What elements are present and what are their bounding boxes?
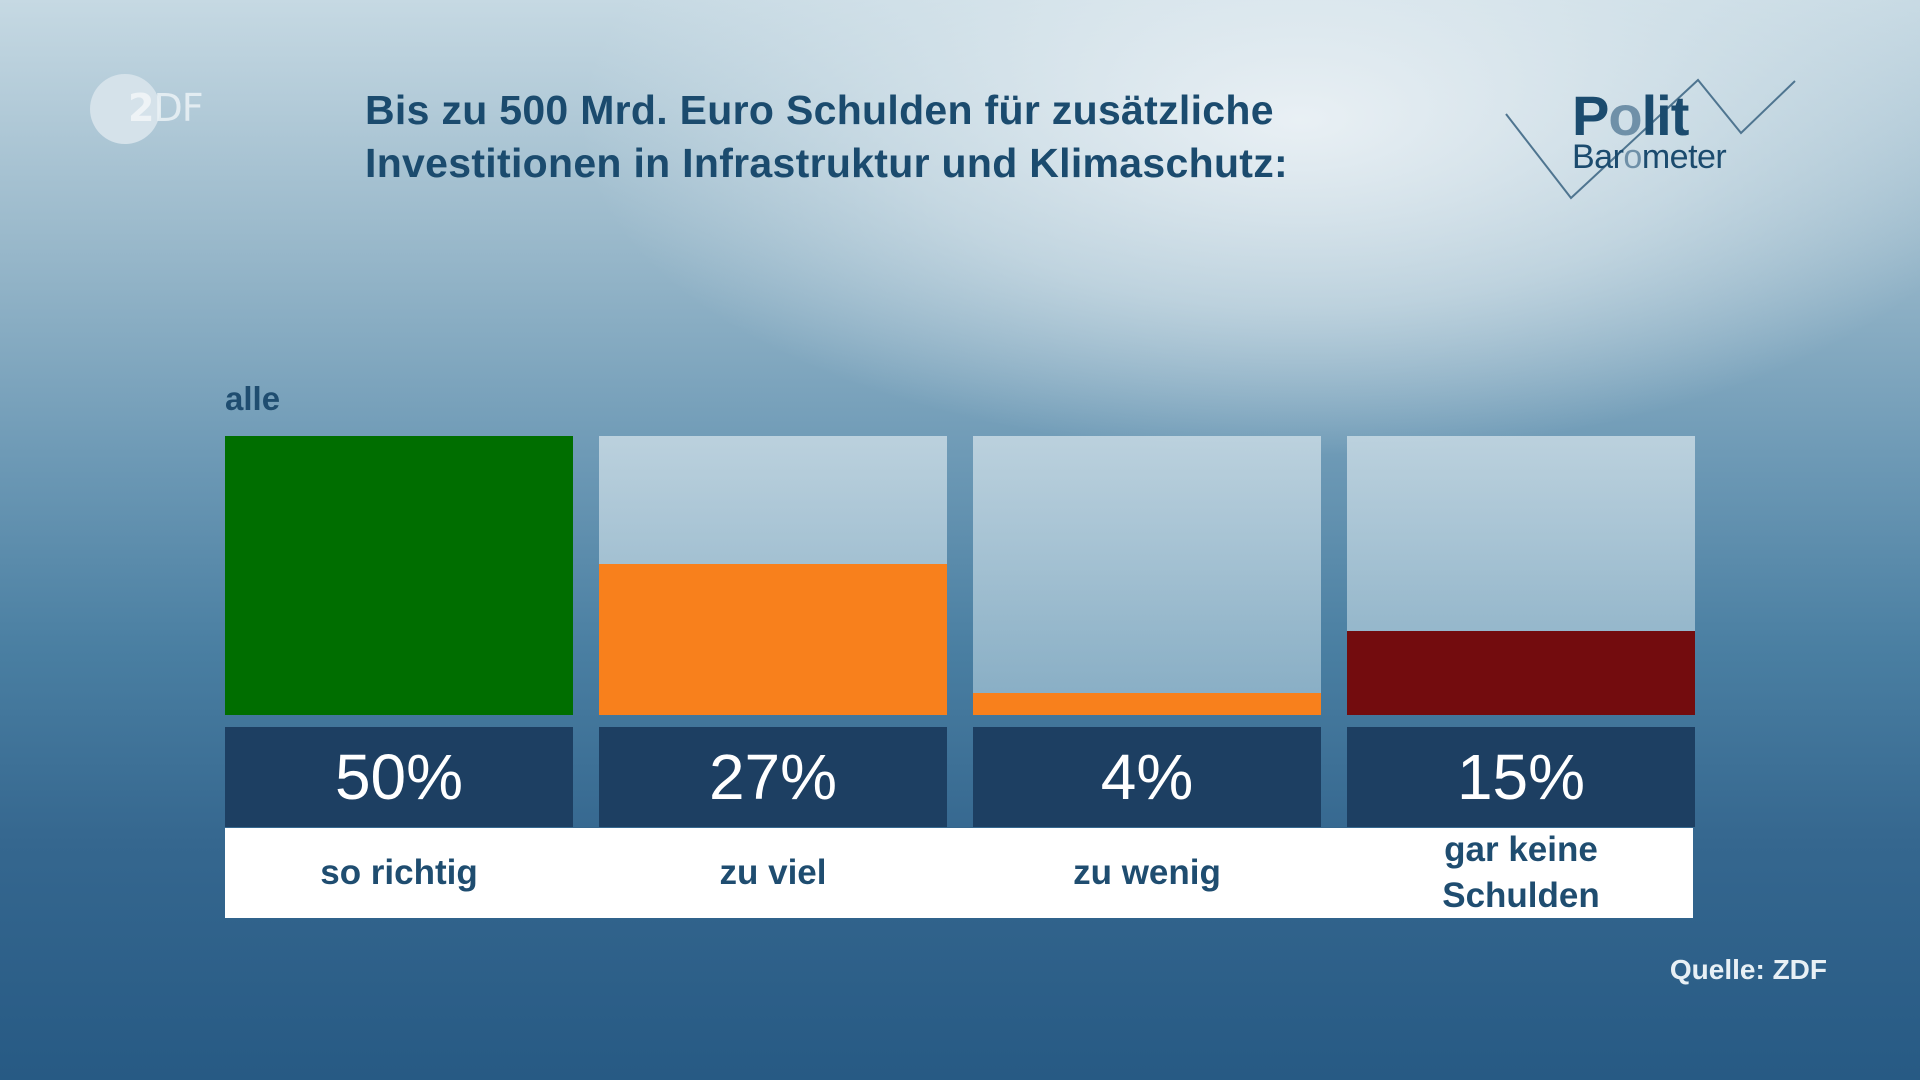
bar-track-3 (973, 436, 1321, 715)
zdf-logo-2: 2 (128, 86, 154, 130)
category-label-band: so richtig zu viel zu wenig gar keine Schuld… (225, 828, 1693, 918)
category-label-text: zu viel (720, 850, 827, 896)
bar-track-4 (1347, 436, 1695, 715)
zdf-logo-circle-icon (90, 74, 160, 144)
category-label-line: gar keine (1444, 830, 1598, 869)
category-label-text: gar keine Schulden (1442, 827, 1600, 919)
group-label: alle (225, 380, 281, 417)
value-label-3: 4% (973, 727, 1321, 827)
chart-title-line-2: Investitionen in Infrastruktur und Klima… (365, 140, 1289, 186)
value-label-4: 15% (1347, 727, 1695, 827)
logo-part: o (1608, 84, 1642, 147)
category-label-line: Schulden (1442, 876, 1600, 915)
bar-2 (599, 564, 947, 715)
category-label-1: so richtig (225, 828, 573, 918)
category-label-line: so richtig (320, 853, 478, 892)
value-label-2: 27% (599, 727, 947, 827)
source-note: Quelle: ZDF (1669, 954, 1827, 985)
bar-1 (225, 436, 573, 715)
category-label-line: zu wenig (1073, 853, 1221, 892)
category-label-2: zu viel (599, 828, 947, 918)
logo-part: lit (1641, 84, 1690, 147)
chart-title: Bis zu 500 Mrd. Euro Schulden für zusätz… (365, 84, 1415, 190)
logo-part: meter (1641, 138, 1727, 176)
category-label-line: zu viel (719, 853, 827, 892)
value-label-1: 50% (225, 727, 573, 827)
logo-part: P (1572, 84, 1609, 147)
category-label-4: gar keine Schulden (1347, 828, 1695, 918)
bar-track-2 (599, 436, 947, 715)
logo-part: Bar (1572, 138, 1624, 176)
bar-3 (973, 693, 1321, 715)
category-label-text: so richtig (320, 850, 478, 896)
zdf-logo-text: 2DF (128, 86, 204, 130)
barometer-zigzag-icon (1505, 78, 1796, 200)
category-label-text: zu wenig (1073, 850, 1221, 896)
zdf-logo: 2DF (90, 70, 220, 150)
logo-part: o (1623, 138, 1642, 176)
chart-title-line-1: Bis zu 500 Mrd. Euro Schulden für zusätz… (365, 87, 1274, 133)
bar-4 (1347, 631, 1695, 715)
politbarometer-logo-barometer: Barometer (1572, 138, 1727, 176)
politbarometer-logo: Polit Barometer (1500, 74, 1800, 204)
bar-track-1 (225, 436, 573, 715)
category-label-3: zu wenig (973, 828, 1321, 918)
politbarometer-logo-polit: Polit (1572, 88, 1689, 144)
zdf-logo-df: DF (153, 86, 203, 130)
